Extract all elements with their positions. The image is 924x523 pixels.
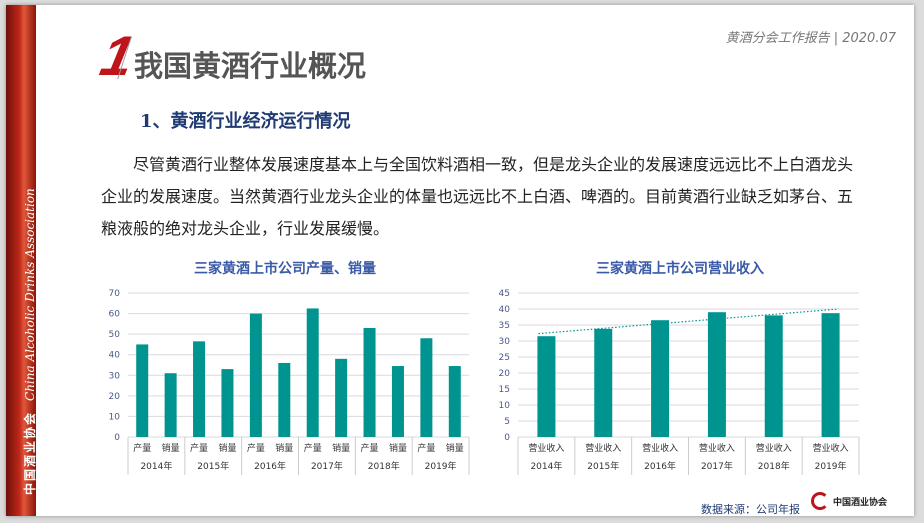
x-subcategory-label: 销量 (389, 442, 407, 454)
bar (821, 313, 840, 437)
y-tick-label: 50 (109, 330, 121, 340)
x-group-label: 2015年 (587, 460, 619, 472)
bar (651, 320, 670, 437)
bar (448, 366, 461, 437)
y-tick-label: 20 (499, 369, 511, 379)
bar (537, 336, 556, 437)
x-group-label: 2014年 (530, 460, 562, 472)
x-subcategory-label: 产量 (361, 442, 379, 454)
x-subcategory-label: 产量 (304, 442, 322, 454)
x-group-label: 2018年 (758, 460, 790, 472)
y-tick-label: 40 (109, 351, 121, 361)
y-tick-label: 5 (504, 417, 510, 427)
y-tick-label: 30 (109, 371, 121, 381)
x-group-label: 2016年 (254, 460, 286, 472)
x-subcategory-label: 营业收入 (585, 442, 621, 454)
bar (193, 341, 206, 437)
logo-mark-icon (811, 492, 829, 510)
bar (391, 366, 404, 437)
slide: 中国酒业协会 China Alcoholic Drinks Association… (6, 5, 914, 516)
y-tick-label: 15 (499, 385, 510, 395)
x-subcategory-label: 销量 (446, 442, 464, 454)
bar (420, 338, 433, 437)
org-en: China Alcoholic Drinks Association (23, 188, 37, 401)
bar (136, 344, 149, 437)
bar (164, 373, 177, 437)
bar (707, 312, 726, 437)
bar (306, 308, 319, 437)
body-paragraph: 尽管黄酒行业整体发展速度基本上与全国饮料酒相一致，但是龙头企业的发展速度远远比不… (101, 155, 854, 238)
y-tick-label: 0 (114, 433, 120, 443)
bar (249, 313, 262, 437)
page-title: 我国黄酒行业概况 (134, 49, 367, 83)
x-subcategory-label: 营业收入 (699, 442, 735, 454)
trendline (538, 308, 839, 335)
x-subcategory-label: 销量 (275, 442, 293, 454)
y-tick-label: 60 (109, 310, 121, 320)
x-group-label: 2019年 (425, 460, 457, 472)
org-cn: 中国酒业协会 (23, 410, 37, 495)
bar (363, 327, 376, 437)
y-tick-label: 0 (504, 433, 510, 443)
y-tick-label: 70 (109, 289, 121, 299)
y-tick-label: 45 (499, 289, 510, 299)
association-logo: 中国酒业协会 (811, 492, 887, 510)
chart-title-production: 三家黄酒上市公司产量、销量 (194, 261, 376, 277)
y-tick-label: 40 (499, 305, 511, 315)
x-subcategory-label: 产量 (417, 442, 435, 454)
y-tick-label: 25 (499, 353, 510, 363)
x-subcategory-label: 营业收入 (813, 442, 849, 454)
x-group-label: 2014年 (140, 460, 172, 472)
x-subcategory-label: 产量 (190, 442, 208, 454)
sidebar-strip: 中国酒业协会 China Alcoholic Drinks Association (6, 5, 38, 516)
x-subcategory-label: 产量 (133, 442, 151, 454)
x-group-label: 2017年 (311, 460, 343, 472)
x-subcategory-label: 营业收入 (642, 442, 678, 454)
bar (278, 362, 291, 437)
y-tick-label: 35 (499, 321, 510, 331)
report-label: 黄酒分会工作报告 | 2020.07 (725, 31, 896, 46)
bar (764, 315, 783, 437)
revenue-chart: 0 5 10 15 20 25 30 35 40 45 营业收入 2014年 营业收入 2015年 营业收入… (499, 289, 860, 475)
x-subcategory-label: 营业收入 (528, 442, 564, 454)
x-subcategory-label: 产量 (247, 442, 265, 454)
y-tick-label: 30 (499, 337, 511, 347)
y-tick-label: 20 (109, 392, 121, 402)
y-tick-label: 10 (499, 401, 511, 411)
logo-text: 中国酒业协会 (833, 497, 888, 508)
x-subcategory-label: 销量 (332, 442, 350, 454)
y-tick-label: 10 (109, 412, 121, 422)
bar (221, 369, 234, 437)
x-group-label: 2016年 (644, 460, 676, 472)
bar (594, 328, 613, 437)
x-subcategory-label: 营业收入 (756, 442, 792, 454)
x-subcategory-label: 销量 (218, 442, 236, 454)
bar (335, 358, 348, 437)
sidebar-org-text: 中国酒业协会 China Alcoholic Drinks Association (21, 188, 38, 495)
section-subtitle: 1、黄酒行业经济运行情况 (140, 111, 351, 132)
chart-title-revenue: 三家黄酒上市公司营业收入 (596, 261, 764, 277)
x-group-label: 2017年 (701, 460, 733, 472)
x-group-label: 2019年 (815, 460, 847, 472)
x-group-label: 2015年 (197, 460, 229, 472)
data-source: 数据来源：公司年报 (701, 503, 800, 516)
x-group-label: 2018年 (368, 460, 400, 472)
x-subcategory-label: 销量 (162, 442, 180, 454)
